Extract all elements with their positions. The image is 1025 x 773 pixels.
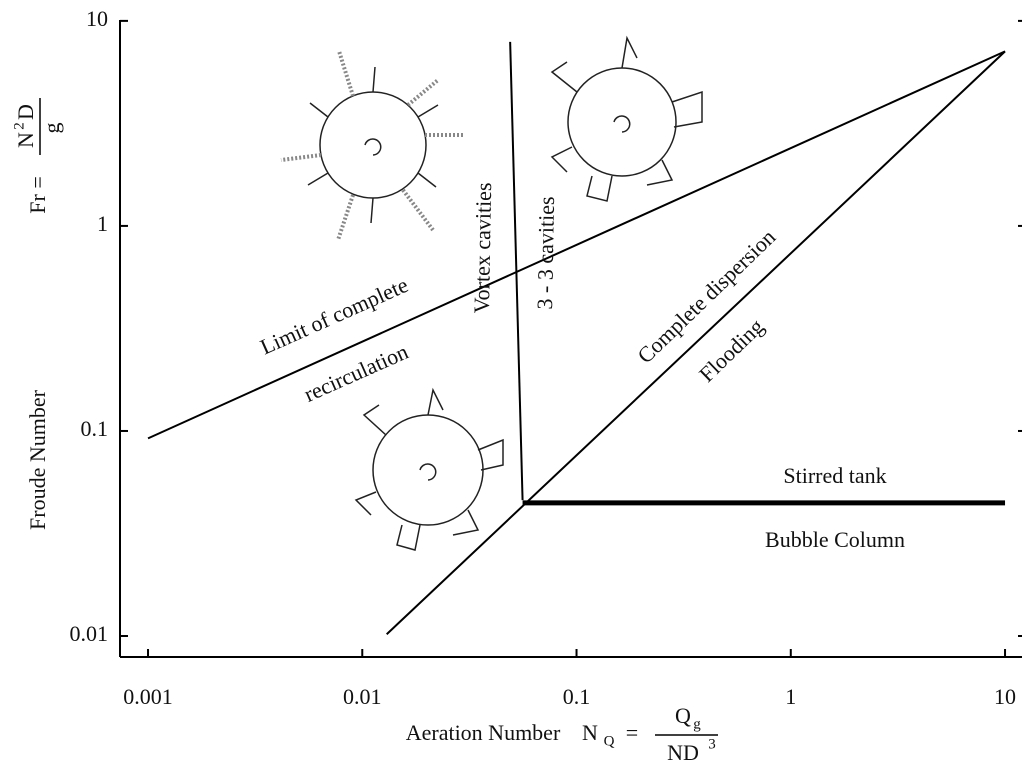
x-tick-label: 0.001 [123, 684, 173, 709]
y-tick-label: 1 [97, 211, 108, 236]
x-tick-label: 0.1 [563, 684, 591, 709]
annotation: Stirred tank [783, 463, 886, 488]
formula-part: g [39, 123, 64, 134]
annotation: Bubble Column [765, 527, 905, 552]
y-tick-label: 10 [86, 6, 108, 31]
annotation: Complete dispersion [632, 224, 780, 368]
formula-part: ND [667, 740, 699, 765]
formula-part: 3 [708, 736, 716, 752]
chart: Aeration Number N Q = Q g ND 3 Froude Nu… [0, 0, 1025, 773]
formula-part: 2 [11, 122, 27, 130]
impeller-sketch [356, 390, 503, 550]
annotation: recirculation [300, 339, 412, 407]
line-series [387, 51, 1005, 634]
formula-part: N [13, 132, 38, 148]
formula-part: D [13, 104, 38, 120]
x-tick-label: 0.01 [343, 684, 382, 709]
y-axis-label: Froude Number [25, 389, 50, 530]
line-series [148, 51, 1005, 438]
y-formula: Fr = N 2 D g [11, 98, 64, 214]
formula-part: Fr = [25, 176, 50, 213]
x-tick-label: 1 [785, 684, 796, 709]
annotation: 3 - 3 cavities [532, 196, 559, 309]
x-tick-label: 10 [994, 684, 1016, 709]
annotation: Flooding [694, 314, 769, 387]
formula-part: N [582, 720, 598, 745]
formula-part: Q [604, 733, 615, 749]
formula-part: Q [675, 703, 691, 728]
formula-part: = [626, 720, 638, 745]
x-formula: N Q = Q g ND 3 [582, 703, 718, 765]
impeller-sketch [281, 51, 465, 240]
formula-part: g [693, 716, 701, 732]
annotation: Vortex cavities [469, 182, 496, 313]
x-axis-label: Aeration Number [406, 720, 561, 745]
y-tick-label: 0.01 [70, 621, 109, 646]
y-tick-label: 0.1 [81, 416, 109, 441]
impeller-sketch [552, 38, 702, 201]
